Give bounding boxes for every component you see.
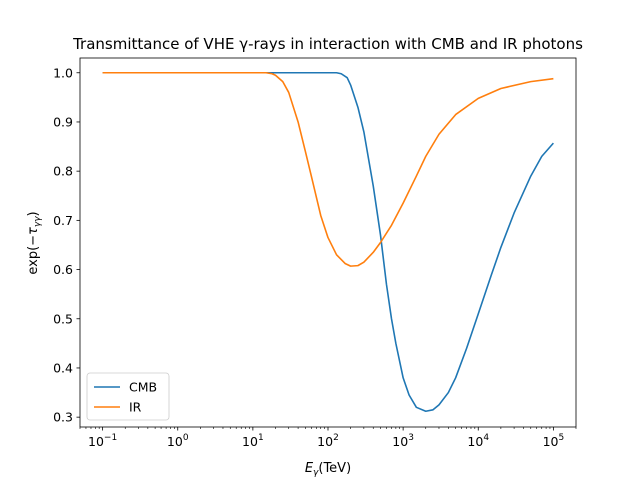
x-tick-label: 105	[543, 433, 565, 449]
y-tick-label: 1.0	[53, 65, 73, 80]
x-tick-label: 100	[167, 433, 189, 449]
x-tick-label: 103	[392, 433, 414, 449]
x-tick-label: 102	[317, 433, 339, 449]
x-tick-label: 104	[467, 433, 489, 449]
plot-frame	[79, 57, 577, 428]
y-tick-label: 0.6	[53, 262, 73, 277]
plot-area: 10−1 100 101 102 103 104 105 0.30.40.50.60.70.…	[53, 57, 577, 449]
y-tick-label: 0.5	[53, 311, 73, 326]
series-line-cmb	[102, 71, 554, 413]
legend-label: IR	[129, 400, 142, 415]
x-axis-label: Eγ(TeV)	[305, 461, 351, 478]
y-axis-label: exp(−τγγ)	[26, 211, 43, 274]
legend: CMB IR	[86, 372, 170, 421]
x-tick-label: 10−1	[88, 433, 117, 449]
chart-title: Transmittance of VHE γ-rays in interacti…	[72, 35, 583, 53]
legend-box	[86, 372, 170, 421]
y-tick-label: 0.3	[53, 410, 73, 425]
y-tick-label: 0.4	[53, 360, 73, 375]
series-line-ir	[102, 71, 554, 267]
y-tick-label: 0.8	[53, 164, 73, 179]
legend-item-ir: IR	[94, 400, 142, 415]
x-tick-label: 101	[242, 433, 264, 449]
y-axis: 0.3 0.4 0.5 0.6 0.7 0.8 0.9 1.0	[53, 65, 80, 425]
y-tick-label: 0.7	[53, 213, 73, 228]
x-axis: 10−1 100 101 102 103 104 105	[79, 427, 577, 449]
legend-label: CMB	[129, 380, 157, 395]
y-tick-label: 0.9	[53, 114, 73, 129]
legend-item-cmb: CMB	[94, 380, 157, 395]
